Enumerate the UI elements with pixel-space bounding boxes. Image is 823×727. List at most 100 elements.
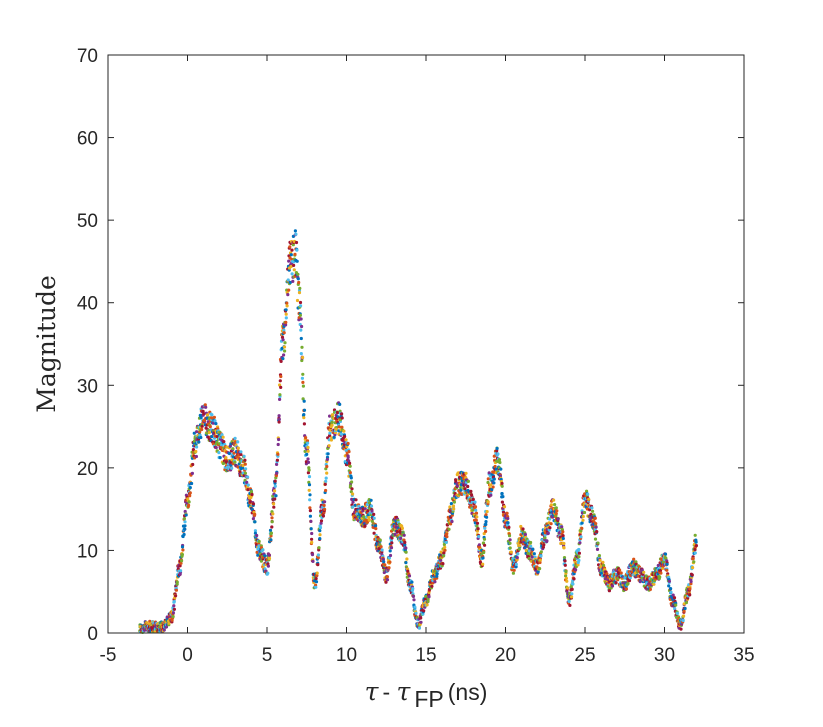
data-point — [328, 414, 332, 418]
data-point — [506, 521, 510, 525]
data-point — [272, 502, 276, 506]
data-point — [595, 547, 600, 552]
data-point — [180, 545, 185, 549]
data-point — [442, 551, 446, 555]
data-point — [481, 562, 485, 566]
data-point — [183, 527, 187, 531]
data-point — [538, 558, 542, 562]
data-point — [536, 570, 540, 574]
data-point — [307, 483, 312, 487]
y-tick-label: 40 — [77, 294, 98, 315]
data-point — [207, 430, 211, 435]
data-point — [310, 540, 314, 545]
x-axis-label: τ - τ FP (ns) — [365, 677, 488, 712]
data-point — [288, 280, 292, 285]
data-point — [363, 507, 367, 511]
data-point — [182, 517, 186, 521]
data-point — [484, 529, 488, 534]
data-point — [214, 422, 218, 426]
data-point — [330, 423, 334, 427]
data-point — [693, 533, 697, 537]
data-point — [570, 592, 574, 596]
data-point — [562, 541, 566, 546]
data-point — [548, 517, 552, 521]
data-point — [450, 519, 454, 524]
data-point — [694, 544, 699, 548]
data-point — [272, 505, 276, 509]
data-point — [346, 455, 350, 459]
data-point — [246, 488, 250, 492]
data-point — [538, 567, 542, 571]
y-tick-label: 60 — [77, 129, 98, 150]
data-point — [667, 579, 672, 583]
data-point — [387, 566, 391, 570]
data-point — [496, 452, 500, 456]
data-point — [443, 548, 447, 552]
data-point — [278, 379, 282, 383]
data-point — [594, 522, 598, 526]
data-point — [287, 288, 291, 292]
data-point — [390, 541, 394, 545]
data-point — [564, 576, 569, 580]
data-point — [174, 588, 178, 592]
data-point — [279, 374, 283, 379]
data-point — [289, 264, 293, 269]
data-point — [334, 427, 338, 431]
data-point — [481, 556, 485, 560]
data-point — [273, 497, 277, 501]
data-point — [582, 510, 587, 515]
data-point — [328, 431, 332, 435]
data-point — [583, 492, 587, 496]
data-point — [325, 471, 329, 475]
data-point — [414, 611, 418, 615]
data-point — [410, 580, 414, 584]
data-point — [508, 546, 512, 550]
data-point — [380, 548, 384, 552]
data-point — [178, 564, 182, 568]
data-point — [148, 619, 152, 623]
data-point — [578, 532, 582, 537]
data-point — [689, 579, 693, 584]
data-point — [181, 548, 185, 552]
data-point — [672, 596, 677, 600]
data-point — [179, 569, 183, 573]
data-point — [648, 587, 653, 592]
data-point — [552, 498, 556, 502]
data-point — [367, 501, 372, 505]
data-point — [323, 507, 327, 511]
data-point — [306, 460, 311, 464]
data-point — [675, 611, 680, 616]
data-point — [295, 248, 299, 252]
data-point — [302, 416, 306, 420]
data-point — [296, 272, 300, 276]
data-point — [682, 614, 686, 618]
x-axis-label-tau-fp: τ — [397, 677, 412, 706]
data-point — [277, 420, 281, 424]
data-point — [302, 399, 306, 403]
data-point — [542, 543, 546, 547]
data-point — [577, 558, 581, 563]
data-point — [269, 538, 273, 542]
data-point — [212, 415, 216, 419]
data-point — [273, 484, 277, 488]
data-point — [474, 508, 478, 512]
data-point — [308, 509, 312, 513]
data-point — [325, 457, 329, 461]
data-point — [232, 451, 236, 455]
data-point — [630, 570, 634, 574]
data-point — [261, 548, 265, 552]
data-point — [251, 502, 256, 506]
data-point — [340, 412, 344, 416]
data-point — [451, 504, 456, 508]
data-point — [310, 553, 315, 557]
data-point — [230, 466, 234, 470]
data-point — [579, 535, 583, 539]
data-point — [411, 594, 416, 599]
data-point — [300, 324, 304, 329]
data-point — [669, 587, 673, 591]
data-point — [452, 507, 456, 511]
data-point — [307, 475, 312, 479]
data-point — [489, 493, 493, 497]
data-point — [284, 312, 288, 316]
data-point — [543, 536, 547, 540]
